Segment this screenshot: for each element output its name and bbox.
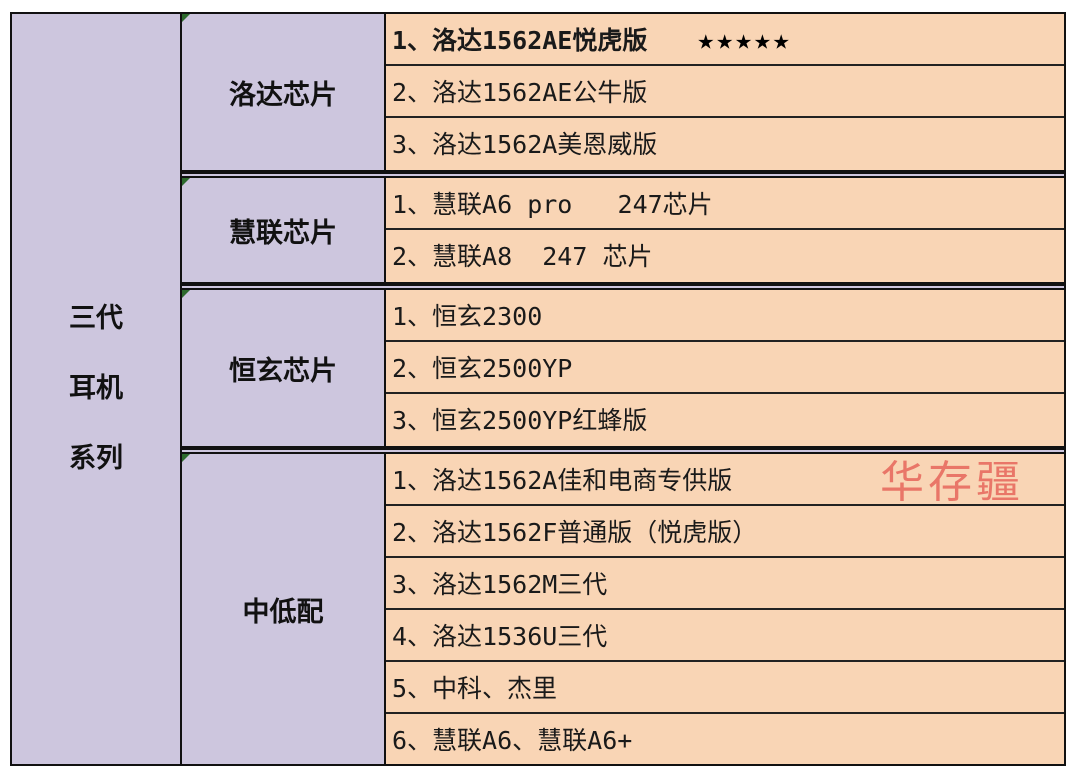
table-row: 3、恒玄2500YP红蜂版 [386,394,1064,444]
item-label: 3、恒玄2500YP红蜂版 [392,406,648,435]
table-row: 4、洛达1536U三代 [386,610,1064,662]
table-row: 2、恒玄2500YP [386,342,1064,394]
item-label: 3、洛达1562M三代 [392,570,608,599]
item-label: 3、洛达1562A美恩威版 [392,130,658,159]
table-row: 1、洛达1562AE悦虎版 ★★★★★ [386,14,1064,66]
item-label: 4、洛达1536U三代 [392,622,608,651]
table-row: 5、中科、杰里 [386,662,1064,714]
item-label: 1、慧联A6 pro 247芯片 [392,190,713,219]
series-label-line: 系列 [69,443,123,474]
group-name: 慧联芯片 [182,178,386,282]
item-label: 2、洛达1562F普通版（悦虎版） [392,518,758,547]
chip-group: 洛达芯片 1、洛达1562AE悦虎版 ★★★★★ 2、洛达1562AE公牛版 3、洛达1… [182,14,1064,172]
chip-group: 中低配 1、洛达1562A佳和电商专供版 2、洛达1562F普通版（悦虎版） 3、洛达… [182,448,1064,764]
chip-group: 恒玄芯片 1、恒玄2300 2、恒玄2500YP 3、恒玄2500YP红蜂版 [182,284,1064,448]
chip-table: 三代 耳机 系列 洛达芯片 1、洛达1562AE悦虎版 ★★★★★ 2、洛达1562A… [10,12,1066,766]
table-row: 2、洛达1562F普通版（悦虎版） [386,506,1064,558]
table-row: 3、洛达1562A美恩威版 [386,118,1064,168]
item-label: 6、慧联A6、慧联A6+ [392,726,633,755]
series-label-line: 耳机 [69,373,123,404]
table-row: 2、洛达1562AE公牛版 [386,66,1064,118]
table-row: 1、慧联A6 pro 247芯片 [386,178,1064,230]
item-label: 1、洛达1562AE悦虎版 [392,26,648,55]
item-label: 1、恒玄2300 [392,302,543,331]
group-name: 洛达芯片 [182,14,386,170]
item-label: 2、恒玄2500YP [392,354,573,383]
item-label: 2、洛达1562AE公牛版 [392,78,648,107]
chip-groups: 洛达芯片 1、洛达1562AE悦虎版 ★★★★★ 2、洛达1562AE公牛版 3、洛达1… [182,14,1064,764]
chip-group: 慧联芯片 1、慧联A6 pro 247芯片 2、慧联A8 247 芯片 [182,172,1064,284]
series-label-line: 三代 [69,303,123,334]
table-row: 1、洛达1562A佳和电商专供版 [386,454,1064,506]
series-cell: 三代 耳机 系列 [12,14,182,764]
group-name: 恒玄芯片 [182,290,386,446]
table-row: 6、慧联A6、慧联A6+ [386,714,1064,764]
table-row: 3、洛达1562M三代 [386,558,1064,610]
table-row: 1、恒玄2300 [386,290,1064,342]
item-label: 5、中科、杰里 [392,674,558,703]
item-label: 1、洛达1562A佳和电商专供版 [392,466,733,495]
star-rating-icon: ★★★★★ [697,22,792,56]
table-row: 2、慧联A8 247 芯片 [386,230,1064,280]
item-label: 2、慧联A8 247 芯片 [392,242,653,271]
group-name: 中低配 [182,454,386,764]
